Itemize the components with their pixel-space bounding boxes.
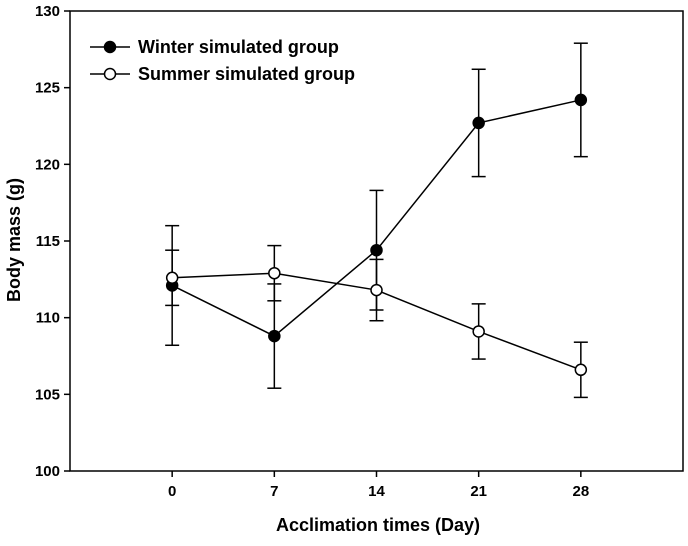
x-axis-label: Acclimation times (Day): [276, 515, 480, 535]
data-series: [165, 42, 588, 399]
series-winter: [165, 42, 588, 389]
x-tick-label: 21: [470, 483, 487, 500]
data-point: [268, 266, 281, 280]
x-tick-label: 7: [270, 483, 278, 500]
y-tick-label: 125: [35, 80, 60, 97]
data-point: [370, 243, 383, 257]
data-point: [574, 363, 588, 377]
y-tick-label: 110: [36, 310, 60, 327]
y-axis-label: Body mass (g): [4, 178, 24, 302]
legend-item: Summer simulated group: [90, 64, 355, 84]
x-tick-label: 28: [572, 483, 589, 500]
axis-ticks: 100 105 110 115 120 125 130 0 7 14 21 28: [35, 3, 589, 500]
y-tick-label: 120: [35, 156, 60, 173]
y-tick-label: 130: [35, 3, 60, 20]
data-point: [165, 271, 179, 285]
legend-marker: [103, 40, 117, 54]
x-tick-label: 14: [368, 483, 385, 500]
legend-item: Winter simulated group: [90, 37, 339, 57]
y-tick-label: 115: [36, 233, 60, 250]
legend-marker: [103, 67, 117, 81]
data-point: [370, 283, 383, 297]
y-tick-label: 100: [35, 463, 60, 480]
legend-label: Winter simulated group: [138, 37, 339, 57]
data-point: [574, 93, 588, 107]
data-point: [472, 325, 485, 338]
series-summer: [165, 244, 588, 399]
data-point: [268, 329, 281, 343]
x-tick-label: 0: [168, 483, 176, 500]
data-point: [472, 116, 485, 130]
legend-label: Summer simulated group: [138, 64, 355, 84]
y-tick-label: 105: [35, 386, 60, 403]
legend: Winter simulated group Summer simulated g…: [90, 37, 355, 84]
